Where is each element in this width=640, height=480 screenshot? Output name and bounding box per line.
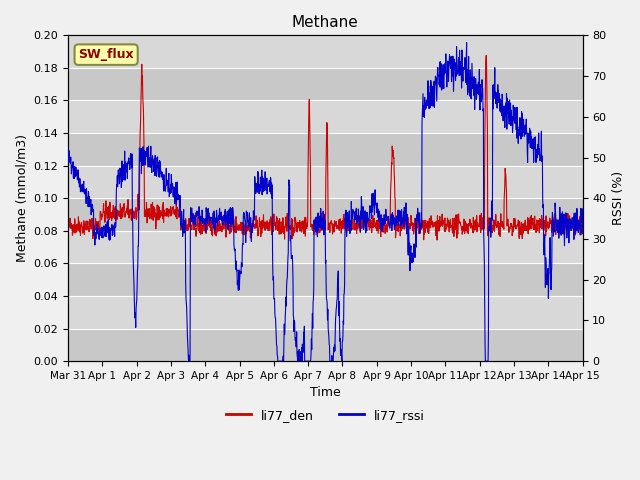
Bar: [68, 328, 582, 361]
Bar: [68, 133, 582, 166]
Y-axis label: Methane (mmol/m3): Methane (mmol/m3): [15, 134, 28, 262]
Bar: [68, 264, 582, 296]
Bar: [68, 36, 582, 68]
X-axis label: Time: Time: [310, 386, 340, 399]
Bar: [68, 198, 582, 231]
Bar: [68, 68, 582, 100]
Bar: [68, 231, 582, 264]
Bar: [68, 100, 582, 133]
Bar: [68, 296, 582, 328]
Text: SW_flux: SW_flux: [78, 48, 134, 61]
Y-axis label: RSSI (%): RSSI (%): [612, 171, 625, 225]
Title: Methane: Methane: [292, 15, 358, 30]
Bar: [68, 166, 582, 198]
Legend: li77_den, li77_rssi: li77_den, li77_rssi: [221, 404, 429, 427]
